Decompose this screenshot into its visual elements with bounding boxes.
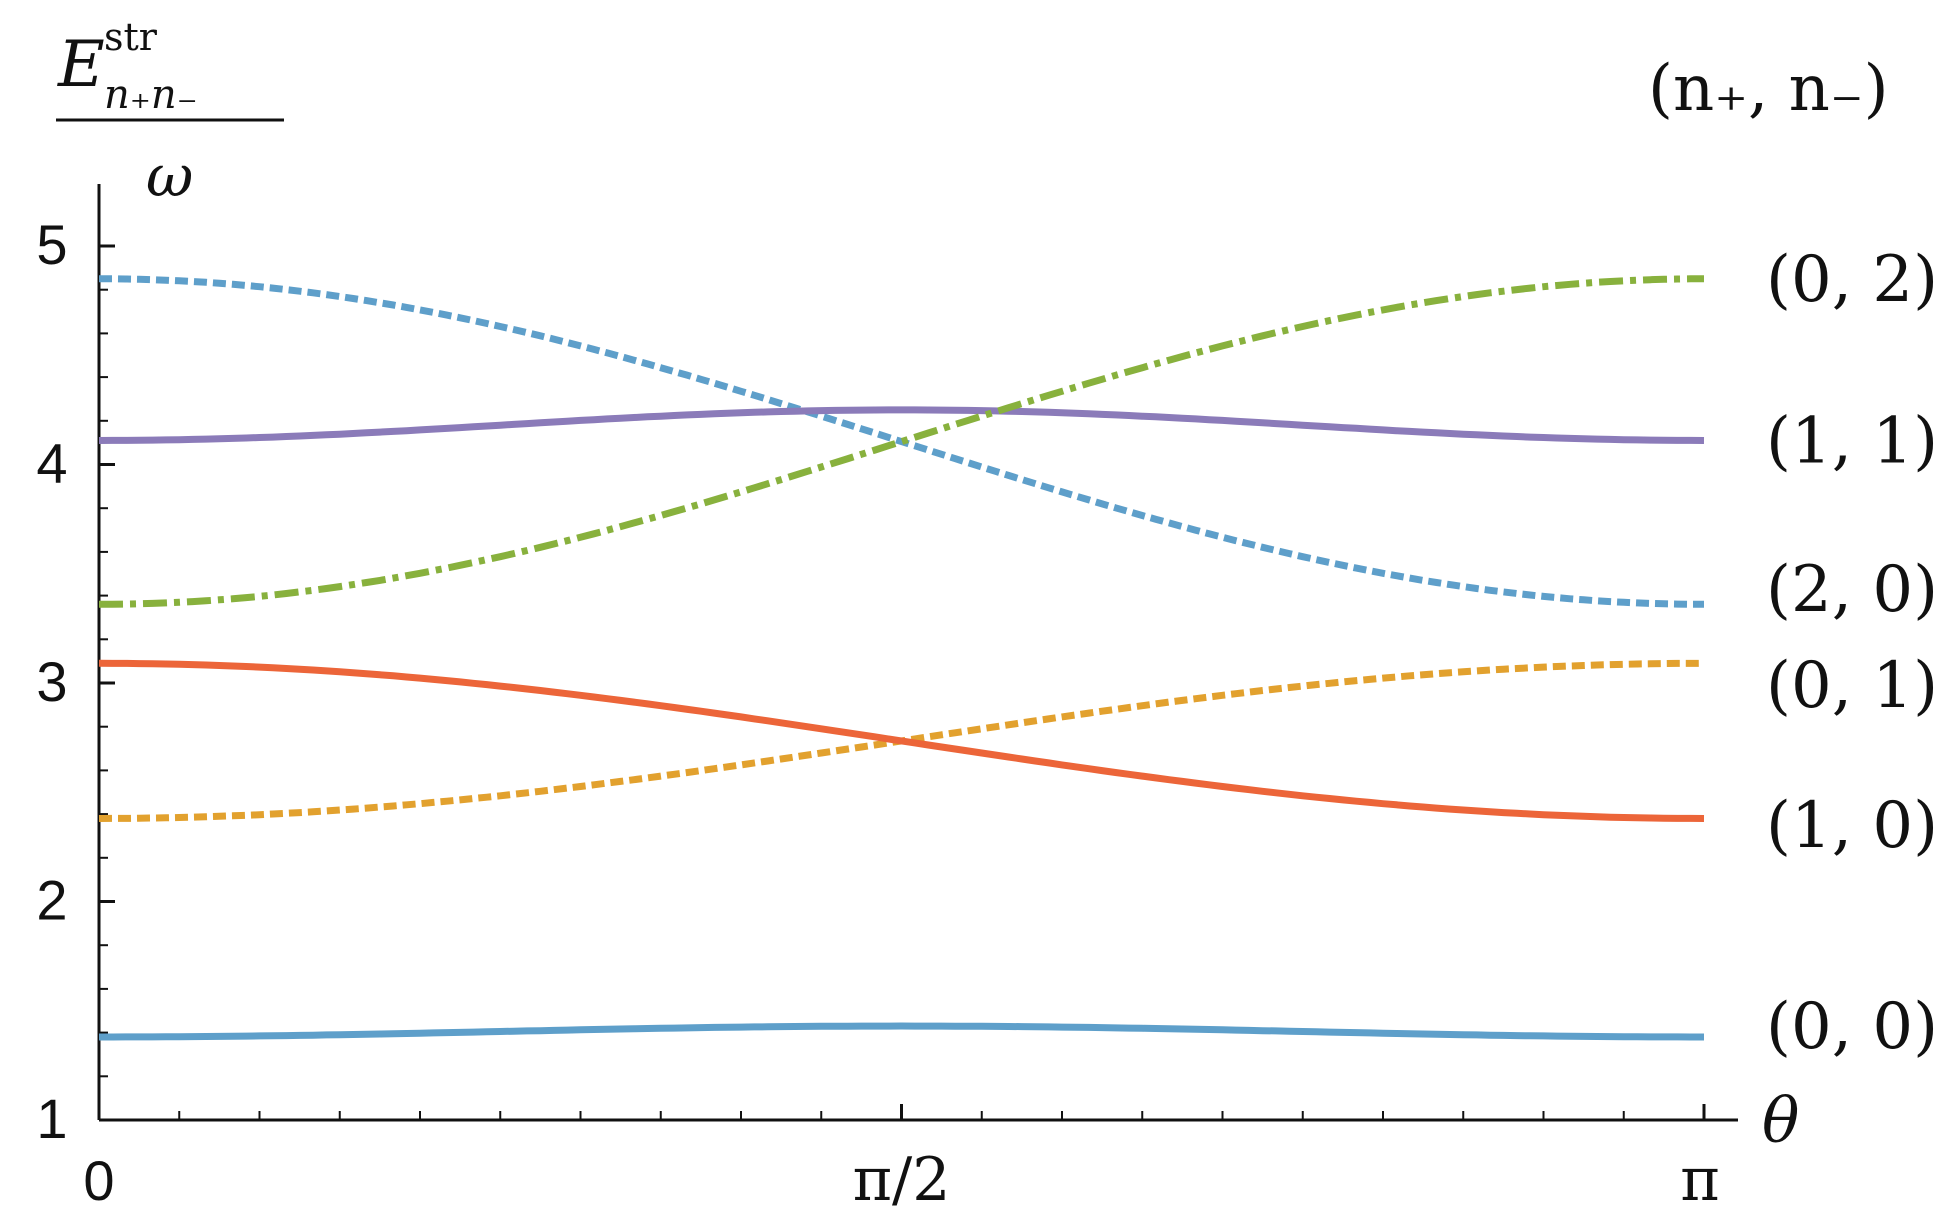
y-axis-label: E str n₊n₋ ω [56,15,284,210]
series-label-(0,1): (0, 1) [1766,649,1938,723]
axis-ticks: 1 2 3 4 5 0 π/2 π [36,213,1719,1215]
y-label-subscript: n₊n₋ [104,72,198,118]
series-label-(1,0): (1, 0) [1766,789,1938,863]
series-label-(2,0): (2, 0) [1766,553,1938,627]
y-tick-label-4: 4 [36,432,67,495]
series-line-(1,1) [98,406,1705,444]
series-label-(1,1): (1, 1) [1766,404,1938,478]
x-axis-title: θ [1762,1084,1799,1157]
x-tick-label-2: π [1680,1145,1719,1215]
series-line-(0,0) [99,1022,1704,1041]
series-line-(0,2) [99,275,1704,608]
y-tick-label-5: 5 [36,213,67,276]
series-labels: (0, 2) (1, 1) (2, 0) (0, 1) (1, 0) (0, 0) [1766,243,1938,1064]
y-label-superscript: str [104,15,158,59]
series-line-(1,0) [98,659,1705,822]
legend-header: (n₊, n₋) [1648,52,1889,126]
series-line-(2,0) [99,275,1704,608]
x-tick-label-1: π/2 [853,1145,951,1215]
y-tick-label-1: 1 [36,1087,67,1150]
y-label-denominator: ω [146,142,193,210]
series-label-(0,2): (0, 2) [1766,243,1938,317]
y-tick-label-2: 2 [36,869,67,932]
series-lines [98,275,1705,1041]
series-label-(0,0): (0, 0) [1766,990,1938,1064]
y-tick-label-3: 3 [36,650,67,713]
x-tick-label-0: 0 [83,1149,114,1212]
y-label-numerator: E [57,28,105,102]
